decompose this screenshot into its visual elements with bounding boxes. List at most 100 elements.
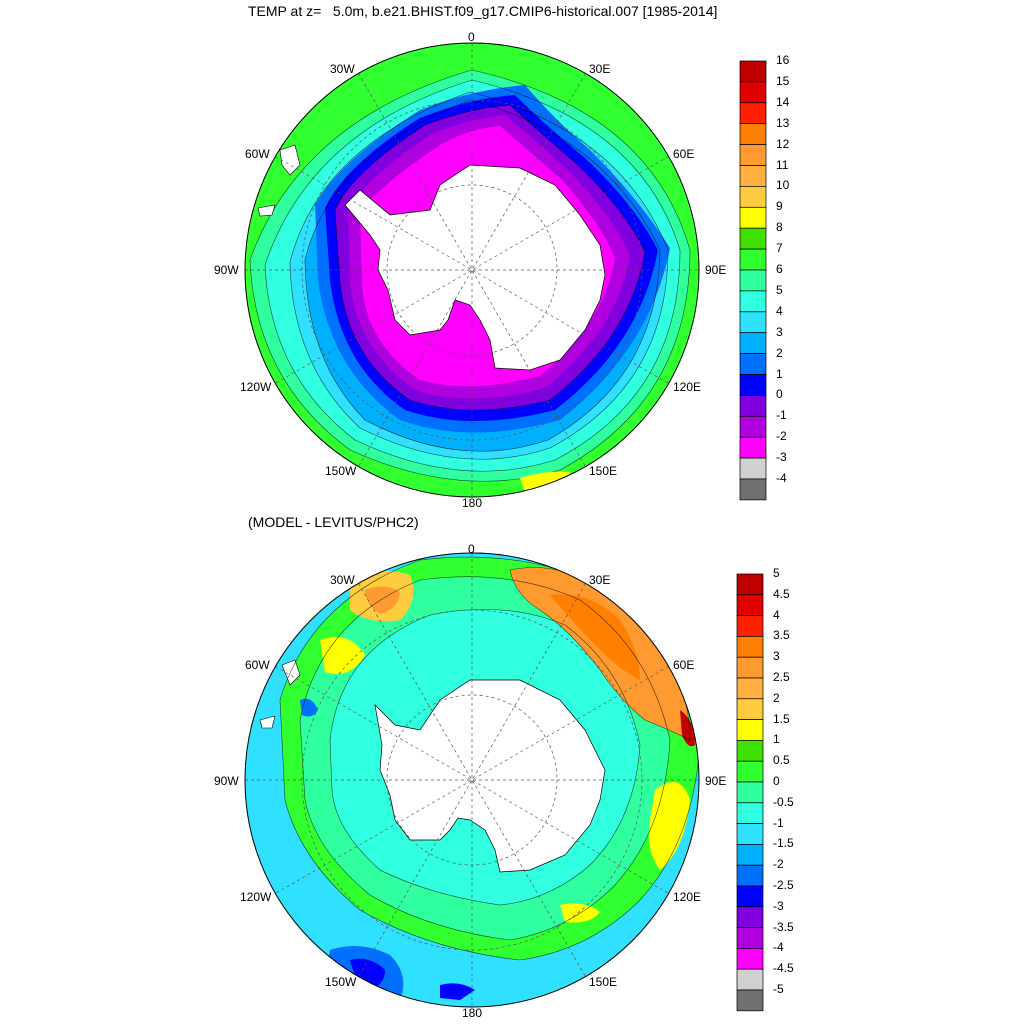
top-colorbar-swatch-19 xyxy=(739,457,767,480)
bottom-colorbar-swatch-19 xyxy=(736,968,764,991)
top-colorbar-swatch-15 xyxy=(739,374,767,396)
bottom-colorbar-swatch-1 xyxy=(736,594,764,616)
bottom-colorbar-swatch-7 xyxy=(736,719,764,741)
top-colorbar-swatch-13 xyxy=(739,332,767,354)
top-colorbar-tick-label: -3 xyxy=(776,450,787,465)
top-lon-120e: 120E xyxy=(673,380,702,394)
top-colorbar-swatch-9 xyxy=(739,248,767,271)
top-colorbar-swatch-2 xyxy=(739,102,767,125)
top-colorbar-tick-label: -2 xyxy=(776,429,787,444)
bottom-colorbar-tick-label: -3.5 xyxy=(773,919,794,934)
bottom-lon-180: 180 xyxy=(462,1006,483,1020)
bottom-colorbar-tick-label: 1 xyxy=(773,732,780,747)
bottom-colorbar-swatch-10 xyxy=(736,781,764,804)
top-colorbar-swatch-11 xyxy=(739,290,767,313)
top-lon-150w: 150W xyxy=(325,464,357,478)
top-colorbar-tick-label: 15 xyxy=(776,73,790,88)
bottom-colorbar-swatch-6 xyxy=(736,698,764,720)
top-colorbar-tick-label: 2 xyxy=(776,345,783,360)
bottom-lon-30w: 30W xyxy=(330,573,355,587)
bottom-colorbar-swatch-13 xyxy=(736,844,764,866)
bottom-lon-90w: 90W xyxy=(214,774,239,788)
top-lon-90e: 90E xyxy=(705,263,727,277)
top-polar-map xyxy=(245,43,699,497)
bottom-colorbar-swatch-11 xyxy=(736,802,764,824)
top-colorbar-swatch-7 xyxy=(739,206,767,229)
top-lon-30w: 30W xyxy=(330,62,355,76)
bottom-panel-title: (MODEL - LEVITUS/PHC2) xyxy=(248,514,419,530)
bottom-polar-map xyxy=(245,553,699,1007)
top-colorbar-tick-label: 12 xyxy=(776,136,790,151)
bottom-colorbar-swatch-8 xyxy=(736,740,764,762)
top-colorbar-swatch-6 xyxy=(739,186,767,208)
bottom-colorbar-swatch-14 xyxy=(736,864,764,887)
top-lon-150e: 150E xyxy=(589,464,618,478)
top-colorbar-tick-label: -4 xyxy=(776,471,787,485)
bottom-colorbar-swatch-15 xyxy=(736,885,764,908)
bottom-colorbar-swatch-5 xyxy=(736,677,764,700)
top-colorbar-tick-label: 13 xyxy=(776,115,790,130)
top-colorbar-swatch-3 xyxy=(739,123,767,145)
bottom-lon-120w: 120W xyxy=(240,890,272,904)
top-colorbar-swatch-16 xyxy=(739,395,767,417)
top-colorbar-tick-label: -1 xyxy=(776,408,787,423)
top-colorbar-tick-label: 9 xyxy=(776,199,783,214)
top-lon-30e: 30E xyxy=(589,62,611,76)
bottom-lon-120e: 120E xyxy=(673,890,702,904)
bottom-colorbar-swatch-4 xyxy=(736,656,764,679)
bottom-lon-0: 0 xyxy=(468,542,475,556)
bottom-colorbar-swatch-16 xyxy=(736,906,764,928)
bottom-colorbar-tick-label: -0.5 xyxy=(773,794,794,809)
bottom-colorbar-tick-label: 0.5 xyxy=(773,753,790,768)
bottom-lon-60w: 60W xyxy=(245,658,270,672)
top-colorbar-swatch-14 xyxy=(739,353,767,375)
bottom-colorbar-tick-label: 0 xyxy=(773,774,780,788)
top-colorbar-swatch-4 xyxy=(739,144,767,166)
bottom-colorbar-tick-label: 2.5 xyxy=(773,670,790,684)
bottom-colorbar-tick-label: 2 xyxy=(773,690,780,705)
top-colorbar-swatch-10 xyxy=(739,269,767,292)
top-colorbar-tick-label: 14 xyxy=(776,94,790,109)
top-colorbar xyxy=(739,60,767,501)
bottom-colorbar xyxy=(736,573,764,1012)
top-colorbar-swatch-17 xyxy=(739,415,767,438)
bottom-lon-150e: 150E xyxy=(589,975,618,989)
bottom-colorbar-tick-label: 5 xyxy=(773,566,780,580)
top-colorbar-tick-label: 6 xyxy=(776,262,783,276)
bottom-colorbar-tick-label: -4.5 xyxy=(773,961,794,976)
bottom-colorbar-tick-label: 3.5 xyxy=(773,628,790,643)
top-colorbar-swatch-18 xyxy=(739,436,767,459)
bottom-lon-150w: 150W xyxy=(325,975,357,989)
top-colorbar-swatch-20 xyxy=(739,478,767,501)
bottom-colorbar-swatch-3 xyxy=(736,636,764,658)
bottom-colorbar-tick-label: 4 xyxy=(773,607,780,622)
bottom-lon-60e: 60E xyxy=(673,658,695,672)
bottom-colorbar-tick-label: -4 xyxy=(773,940,784,955)
bottom-graticule xyxy=(245,553,699,1007)
top-colorbar-tick-label: 1 xyxy=(776,366,783,381)
top-lon-60e: 60E xyxy=(673,147,695,161)
bottom-lon-90e: 90E xyxy=(705,774,727,788)
top-colorbar-tick-label: 10 xyxy=(776,178,790,193)
bottom-colorbar-tick-label: -3 xyxy=(773,898,784,913)
bottom-colorbar-tick-label: 4.5 xyxy=(773,586,790,601)
top-colorbar-swatch-5 xyxy=(739,165,767,187)
top-map-border xyxy=(244,42,700,498)
bottom-colorbar-swatch-17 xyxy=(736,927,764,949)
top-colorbar-tick-label: 3 xyxy=(776,324,783,339)
bottom-colorbar-swatch-2 xyxy=(736,615,764,637)
top-lon-0: 0 xyxy=(468,30,475,44)
bottom-colorbar-tick-label: -2.5 xyxy=(773,878,794,892)
top-colorbar-tick-label: 4 xyxy=(776,303,783,318)
top-graticule xyxy=(245,43,699,497)
top-lon-180: 180 xyxy=(462,496,483,510)
bottom-colorbar-swatch-18 xyxy=(736,948,764,970)
top-colorbar-swatch-1 xyxy=(739,81,767,104)
top-colorbar-tick-label: 5 xyxy=(776,282,783,297)
bottom-colorbar-tick-label: -1 xyxy=(773,815,784,830)
top-colorbar-tick-label: 7 xyxy=(776,241,783,256)
bottom-colorbar-swatch-12 xyxy=(736,823,764,845)
bottom-colorbar-swatch-0 xyxy=(736,573,764,596)
bottom-colorbar-tick-label: 1.5 xyxy=(773,711,790,726)
